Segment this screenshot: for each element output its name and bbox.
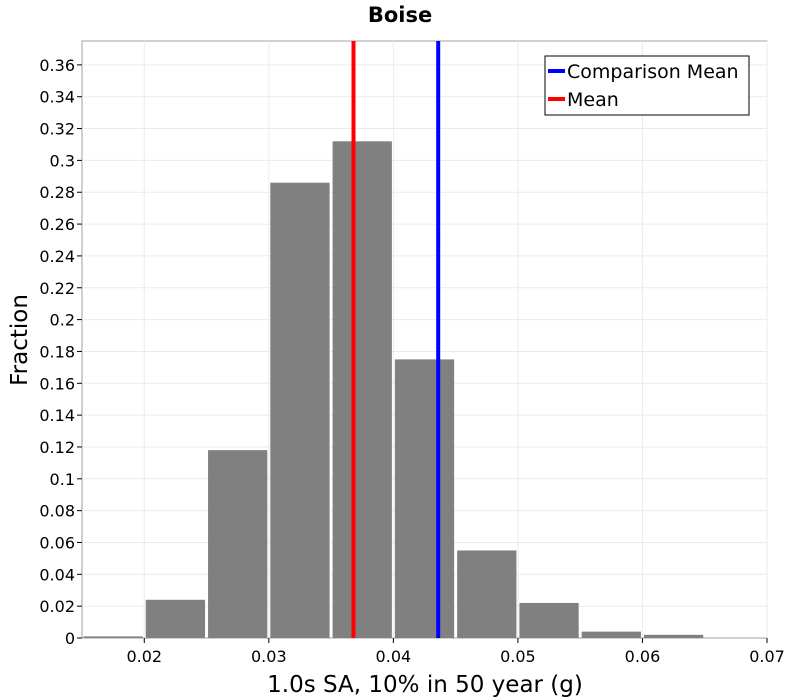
x-tick-label: 0.03: [251, 647, 287, 666]
legend-label: Mean: [567, 89, 619, 111]
y-axis-label: Fraction: [7, 294, 33, 386]
y-axis-ticks: 0 0.02 0.04 0.06 0.08 0.1 0.12 0.14 0.16 0.18 0.2 0…: [39, 56, 82, 648]
histogram-bar: [332, 141, 392, 638]
y-tick-label: 0: [65, 629, 75, 648]
histogram-bar: [145, 599, 206, 638]
legend: Comparison Mean Mean: [544, 55, 750, 116]
y-tick-label: 0.24: [39, 247, 75, 266]
y-tick-label: 0.36: [39, 56, 75, 75]
x-axis-label: 1.0s SA, 10% in 50 year (g): [267, 672, 583, 698]
x-tick-label: 0.04: [376, 647, 412, 666]
x-tick-label: 0.07: [749, 647, 785, 666]
y-tick-label: 0.22: [39, 279, 75, 298]
chart-title: Boise: [368, 3, 432, 27]
histogram-bar: [83, 636, 143, 638]
y-tick-label: 0.34: [39, 88, 75, 107]
x-tick-label: 0.02: [126, 647, 162, 666]
y-tick-label: 0.32: [39, 120, 75, 139]
x-tick-label: 0.05: [500, 647, 536, 666]
grid-lines: [82, 41, 768, 638]
histogram-bar: [208, 450, 268, 638]
mean-lines: [351, 41, 441, 638]
legend-label: Comparison Mean: [567, 61, 739, 83]
y-tick-label: 0.06: [39, 533, 75, 552]
y-tick-label: 0.12: [39, 438, 75, 457]
y-tick-label: 0.2: [50, 311, 75, 330]
histogram-bar: [394, 359, 455, 638]
y-tick-label: 0.18: [39, 342, 75, 361]
histogram-bar: [270, 182, 330, 639]
y-tick-label: 0.14: [39, 406, 75, 425]
x-tick-label: 0.06: [625, 647, 661, 666]
y-tick-label: 0.02: [39, 597, 75, 616]
histogram-bar: [457, 550, 517, 638]
histogram-bar: [643, 634, 704, 638]
y-tick-label: 0.16: [39, 374, 75, 393]
legend-box: [544, 55, 750, 116]
y-tick-label: 0.26: [39, 215, 75, 234]
y-tick-label: 0.04: [39, 565, 75, 584]
x-axis-ticks: 0.02 0.03 0.04 0.05 0.06 0.07: [126, 638, 785, 666]
y-tick-label: 0.28: [39, 183, 75, 202]
y-tick-label: 0.1: [50, 470, 75, 489]
y-tick-label: 0.3: [50, 151, 75, 170]
histogram-bars: [83, 141, 704, 639]
y-tick-label: 0.08: [39, 502, 75, 521]
histogram-bar: [581, 631, 641, 638]
histogram-bar: [519, 602, 579, 638]
